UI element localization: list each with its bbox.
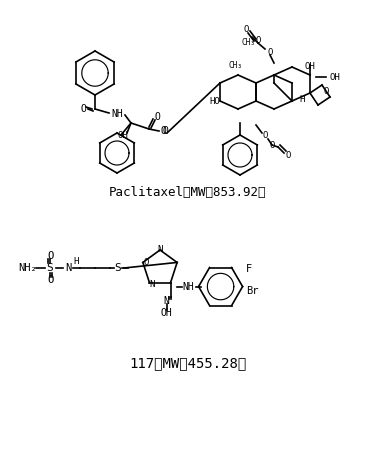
- Text: N: N: [157, 245, 163, 254]
- Text: O: O: [160, 126, 166, 136]
- Text: O: O: [243, 26, 249, 35]
- Text: 117（MW：455.28）: 117（MW：455.28）: [129, 356, 247, 370]
- Text: NH: NH: [183, 281, 194, 291]
- Text: NH₂: NH₂: [19, 263, 37, 273]
- Text: OH: OH: [118, 131, 128, 140]
- Text: NH: NH: [111, 109, 123, 119]
- Text: O: O: [267, 49, 273, 58]
- Text: O: O: [269, 140, 275, 149]
- Text: CH₃: CH₃: [241, 38, 255, 47]
- Text: Br: Br: [246, 286, 259, 296]
- Text: H: H: [73, 257, 79, 266]
- Text: F: F: [246, 263, 252, 273]
- Text: O: O: [285, 150, 291, 159]
- Text: O: O: [262, 131, 268, 140]
- Text: Paclitaxel（MW：853.92）: Paclitaxel（MW：853.92）: [109, 186, 267, 200]
- Text: O: O: [154, 112, 160, 122]
- Text: O: O: [47, 251, 53, 261]
- Text: N: N: [164, 296, 170, 306]
- Text: CH₃: CH₃: [228, 61, 242, 70]
- Text: O: O: [162, 126, 168, 136]
- Text: OH: OH: [330, 73, 340, 82]
- Text: H: H: [299, 95, 305, 104]
- Text: N: N: [65, 263, 71, 273]
- Text: S: S: [115, 263, 121, 273]
- Text: HO: HO: [210, 96, 220, 105]
- Text: OH: OH: [161, 307, 173, 317]
- Text: N: N: [150, 280, 155, 289]
- Text: O: O: [255, 36, 261, 45]
- Text: OH: OH: [305, 62, 315, 71]
- Text: O: O: [323, 87, 329, 96]
- Text: S: S: [47, 263, 53, 273]
- Text: O: O: [47, 275, 53, 285]
- Text: O: O: [143, 258, 149, 267]
- Text: O: O: [80, 104, 86, 114]
